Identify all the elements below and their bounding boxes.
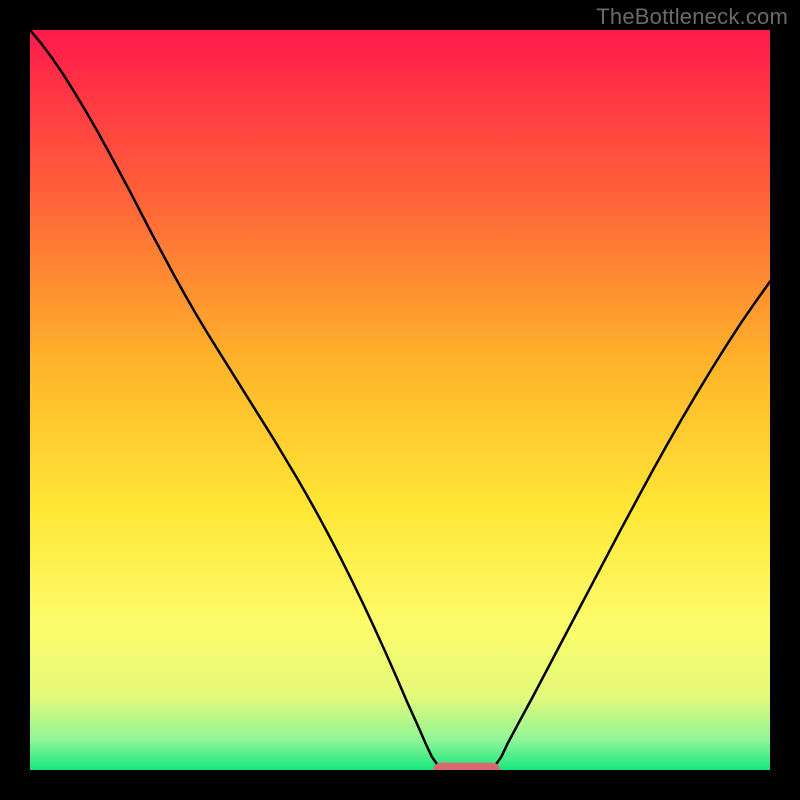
optimal-marker [433, 763, 500, 770]
chart-background [30, 30, 770, 770]
watermark-text: TheBottleneck.com [596, 4, 788, 30]
bottleneck-chart [30, 30, 770, 770]
chart-svg [30, 30, 770, 770]
